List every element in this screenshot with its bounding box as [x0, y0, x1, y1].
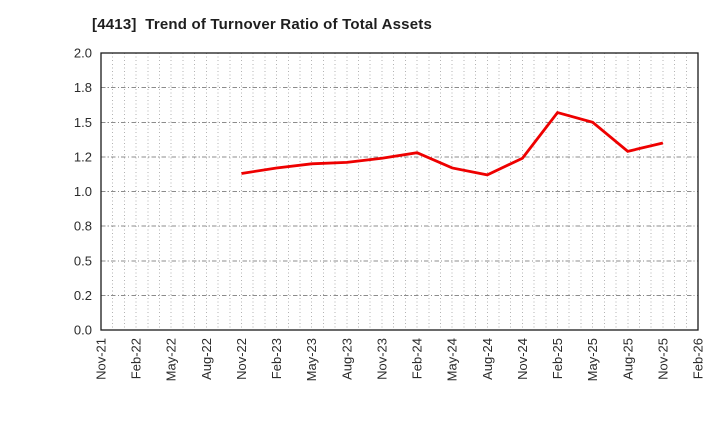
x-tick-label: May-22: [164, 338, 179, 381]
x-tick-label: Aug-24: [480, 338, 495, 380]
x-tick-label: Feb-25: [550, 338, 565, 379]
y-tick-label: 2.0: [74, 46, 92, 61]
x-tick-label: Aug-25: [620, 338, 635, 380]
y-tick-label: 1.2: [74, 149, 92, 164]
x-tick-label: May-23: [304, 338, 319, 381]
y-tick-label: 0.5: [74, 253, 92, 268]
series-line: [241, 110, 664, 177]
x-tick-label: Feb-26: [691, 338, 706, 379]
x-tick-label: Nov-23: [374, 338, 389, 380]
y-tick-label: 1.5: [74, 115, 92, 130]
y-tick-label: 1.0: [74, 184, 92, 199]
x-tick-label: Aug-22: [199, 338, 214, 380]
x-tick-label: Feb-22: [129, 338, 144, 379]
y-tick-label: 0.2: [74, 288, 92, 303]
x-tick-label: Feb-24: [410, 338, 425, 379]
x-tick-label: Nov-24: [515, 338, 530, 380]
x-tick-label: Feb-23: [269, 338, 284, 379]
chart-title: [4413] Trend of Turnover Ratio of Total …: [92, 16, 433, 33]
y-tick-label: 1.8: [74, 80, 92, 95]
y-tick-label: 0.0: [74, 323, 92, 338]
y-tick-label: 0.8: [74, 219, 92, 234]
x-tick-label: May-25: [585, 338, 600, 381]
x-tick-label: Nov-22: [234, 338, 249, 380]
x-tick-label: Nov-25: [655, 338, 670, 380]
x-tick-label: Aug-23: [339, 338, 354, 380]
x-tick-label: Nov-21: [94, 338, 109, 380]
plot-border: [100, 52, 699, 331]
x-tick-label: May-24: [445, 338, 460, 381]
